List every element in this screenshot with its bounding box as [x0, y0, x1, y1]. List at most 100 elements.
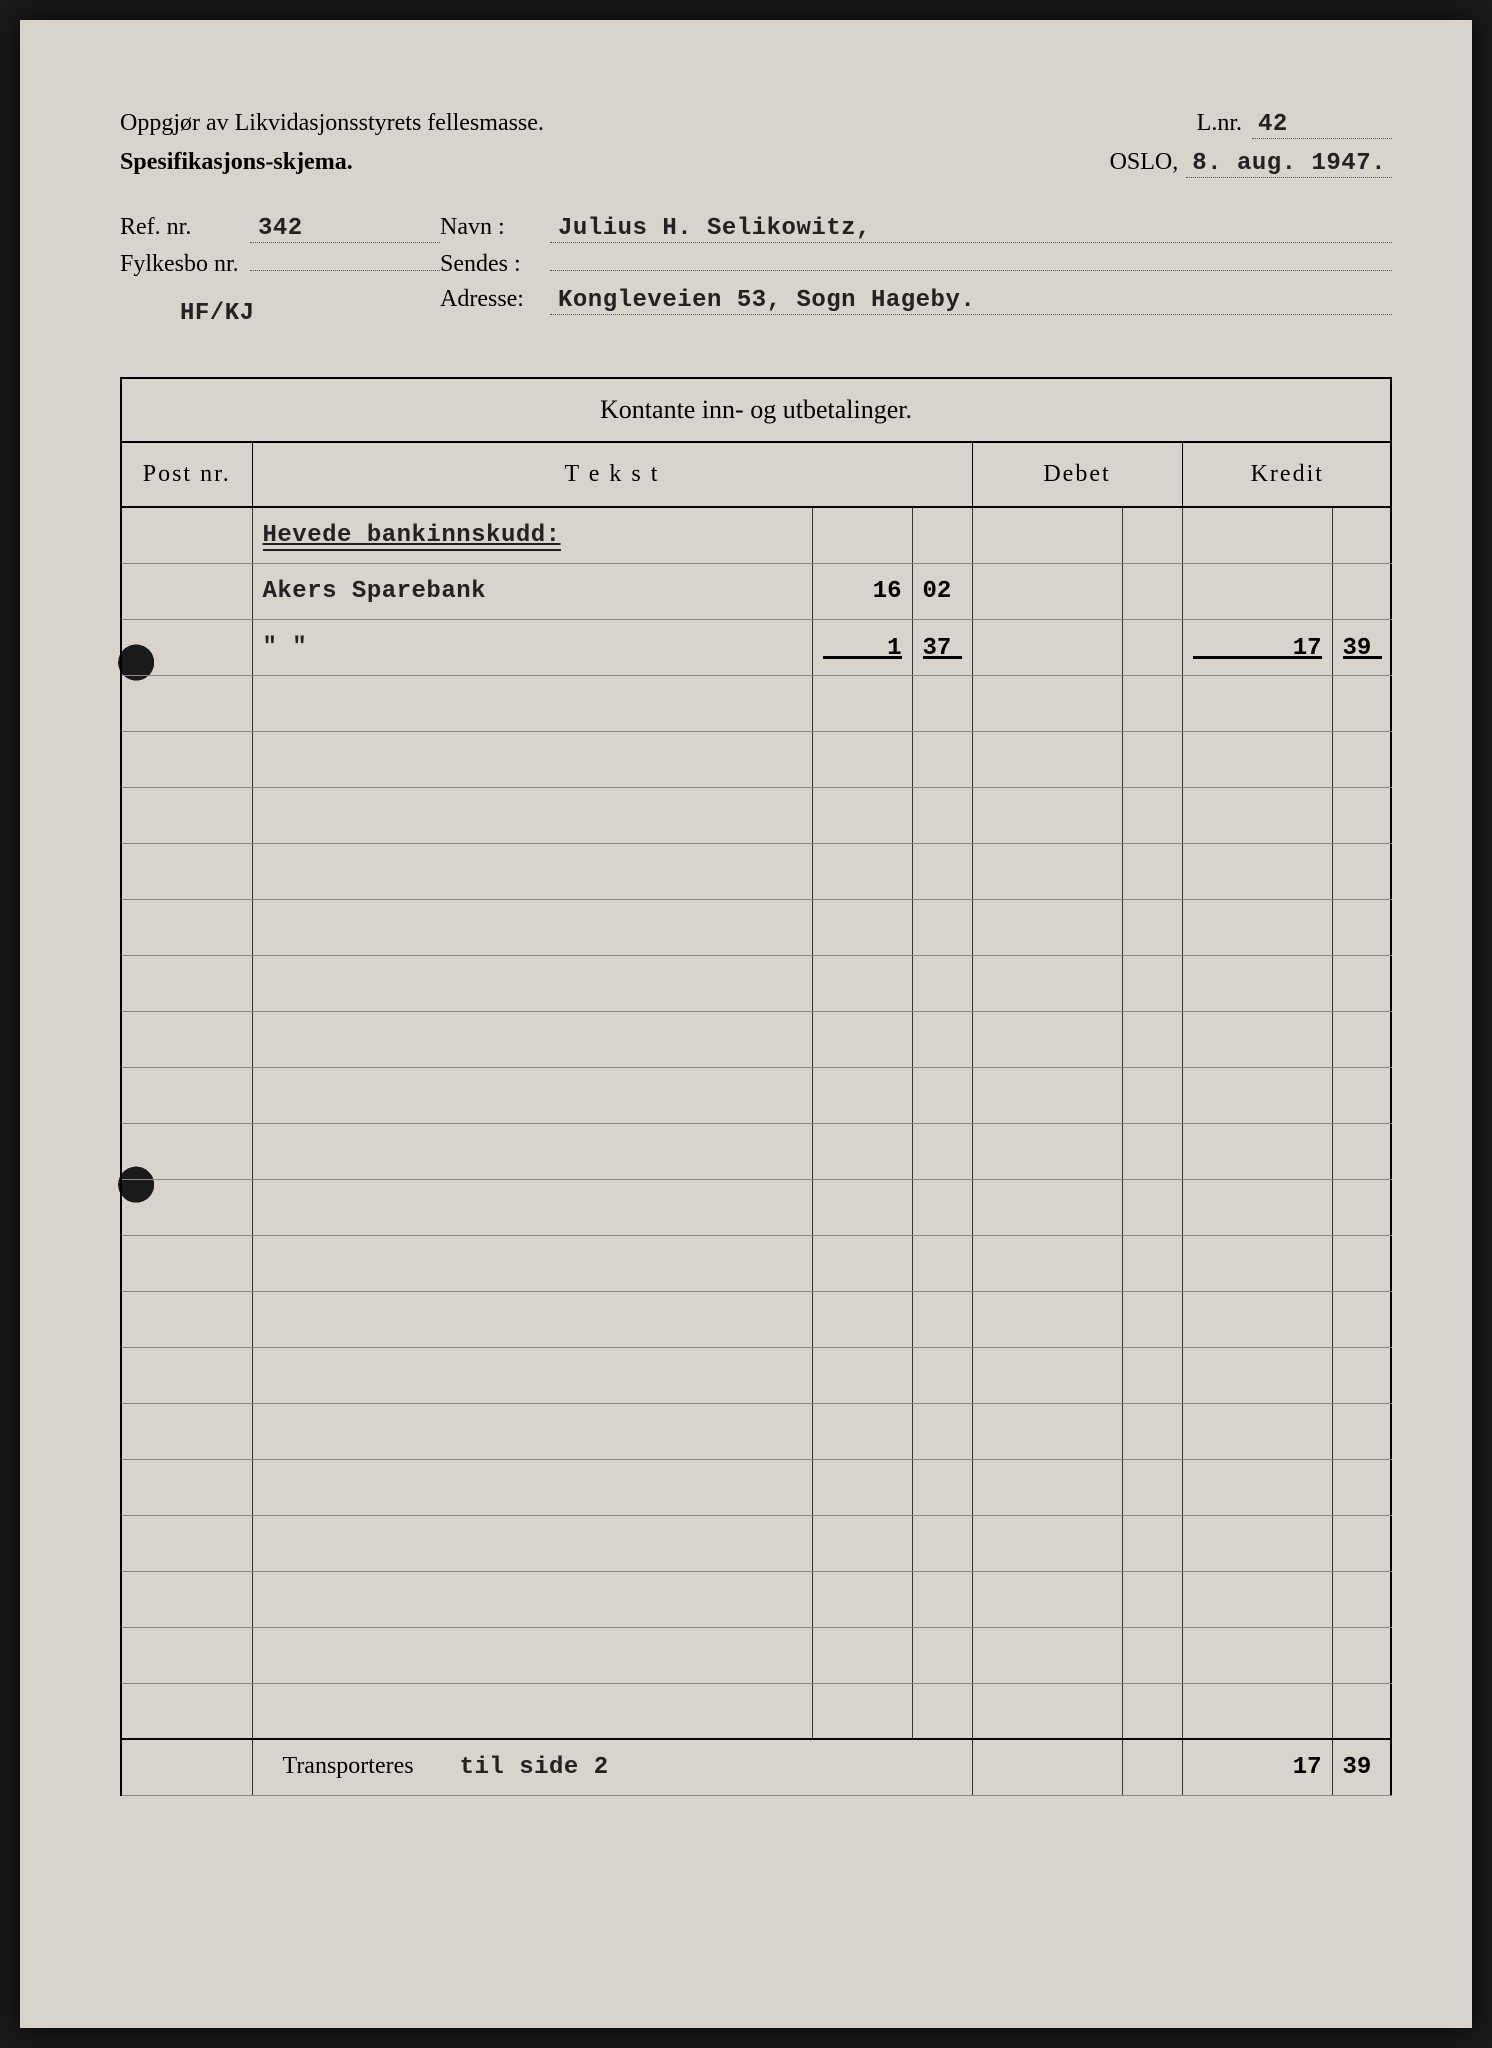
cell-deb1: [972, 1179, 1122, 1235]
cell-kre1: [1182, 1123, 1332, 1179]
cell-deb2: [1122, 899, 1182, 955]
cell-post: [122, 1235, 252, 1291]
cell-deb2: [1122, 675, 1182, 731]
cell-sub1: [812, 1067, 912, 1123]
fylkesbo-label: Fylkesbo nr.: [120, 251, 250, 278]
table-row: [122, 1683, 1392, 1739]
table-row: [122, 1235, 1392, 1291]
cell-kre2: [1332, 955, 1392, 1011]
field-row-3: HF/KJ Adresse: Kongleveien 53, Sogn Hage…: [120, 286, 1392, 327]
cell-sub1: [812, 1235, 912, 1291]
cell-text: [252, 787, 812, 843]
cell-kre2: [1332, 1123, 1392, 1179]
cell-kre2: [1332, 1347, 1392, 1403]
cell-deb1: [972, 563, 1122, 619]
cell-deb1: [972, 1459, 1122, 1515]
code-value: HF/KJ: [180, 300, 255, 327]
cell-kre2: [1332, 1515, 1392, 1571]
ledger-body: Hevede bankinnskudd:Akers Sparebank1602"…: [122, 507, 1392, 1739]
cell-kre1: [1182, 1347, 1332, 1403]
cell-kre2: [1332, 1459, 1392, 1515]
cell-deb1: [972, 1515, 1122, 1571]
cell-kre1: 17: [1182, 619, 1332, 675]
cell-kre1: [1182, 1627, 1332, 1683]
cell-kre2: [1332, 1683, 1392, 1739]
cell-sub2: [912, 731, 972, 787]
cell-deb2: [1122, 1179, 1182, 1235]
cell-post: [122, 1683, 252, 1739]
footer-kre2: 39: [1332, 1739, 1392, 1795]
cell-deb1: [972, 675, 1122, 731]
cell-deb2: [1122, 1683, 1182, 1739]
table-header-row: Post nr. T e k s t Debet Kredit: [122, 443, 1392, 507]
cell-deb2: [1122, 1235, 1182, 1291]
cell-post: [122, 787, 252, 843]
cell-post: [122, 1403, 252, 1459]
table-row: [122, 1627, 1392, 1683]
document-page: Oppgjør av Likvidasjonsstyrets fellesmas…: [20, 20, 1472, 2028]
cell-sub2: 37: [912, 619, 972, 675]
cell-deb1: [972, 899, 1122, 955]
title-text-2: Spesifikasjons-skjema.: [120, 149, 353, 176]
cell-post: [122, 1011, 252, 1067]
table-row: [122, 1123, 1392, 1179]
cell-text: [252, 1235, 812, 1291]
cell-deb2: [1122, 1067, 1182, 1123]
cell-kre2: [1332, 675, 1392, 731]
header-fields: Ref. nr. 342 Navn : Julius H. Selikowitz…: [120, 214, 1392, 327]
field-row-1: Ref. nr. 342 Navn : Julius H. Selikowitz…: [120, 214, 1392, 243]
cell-sub2: [912, 1235, 972, 1291]
cell-deb1: [972, 1235, 1122, 1291]
cell-text: [252, 1291, 812, 1347]
cell-kre2: [1332, 787, 1392, 843]
cell-sub1: 1: [812, 619, 912, 675]
cell-deb1: [972, 731, 1122, 787]
cell-kre2: [1332, 563, 1392, 619]
footer-kre1: 17: [1182, 1739, 1332, 1795]
cell-kre1: [1182, 899, 1332, 955]
cell-deb1: [972, 1123, 1122, 1179]
table-row: [122, 1403, 1392, 1459]
cell-kre2: [1332, 1291, 1392, 1347]
cell-post: [122, 563, 252, 619]
cell-sub2: [912, 787, 972, 843]
cell-text: [252, 1515, 812, 1571]
date-value: 8. aug. 1947.: [1186, 150, 1392, 178]
cell-post: [122, 955, 252, 1011]
cell-text: [252, 1627, 812, 1683]
cell-deb1: [972, 1067, 1122, 1123]
cell-kre2: [1332, 1627, 1392, 1683]
cell-text: [252, 1683, 812, 1739]
cell-text: [252, 731, 812, 787]
cell-kre2: [1332, 899, 1392, 955]
cell-kre1: [1182, 1571, 1332, 1627]
cell-sub1: [812, 1627, 912, 1683]
ref-label: Ref. nr.: [120, 214, 250, 241]
cell-deb2: [1122, 1403, 1182, 1459]
cell-kre1: [1182, 1067, 1332, 1123]
ref-value: 342: [250, 215, 440, 243]
cell-deb1: [972, 787, 1122, 843]
cell-text: [252, 1123, 812, 1179]
footer-note: til side 2: [460, 1754, 609, 1781]
cell-deb2: [1122, 955, 1182, 1011]
cell-post: [122, 731, 252, 787]
cell-post: [122, 1347, 252, 1403]
cell-deb2: [1122, 787, 1182, 843]
cell-deb2: [1122, 507, 1182, 563]
cell-deb2: [1122, 563, 1182, 619]
cell-kre1: [1182, 1179, 1332, 1235]
cell-sub2: [912, 1403, 972, 1459]
cell-post: [122, 1515, 252, 1571]
section-title: Kontante inn- og utbetalinger.: [122, 379, 1390, 443]
cell-sub2: [912, 1459, 972, 1515]
lnr-label: L.nr.: [1197, 110, 1242, 137]
cell-kre1: [1182, 507, 1332, 563]
cell-sub1: [812, 1291, 912, 1347]
cell-post: [122, 1179, 252, 1235]
cell-sub1: [812, 1347, 912, 1403]
cell-deb2: [1122, 843, 1182, 899]
cell-sub1: [812, 1683, 912, 1739]
cell-sub2: [912, 1347, 972, 1403]
col-debet: Debet: [972, 443, 1182, 507]
